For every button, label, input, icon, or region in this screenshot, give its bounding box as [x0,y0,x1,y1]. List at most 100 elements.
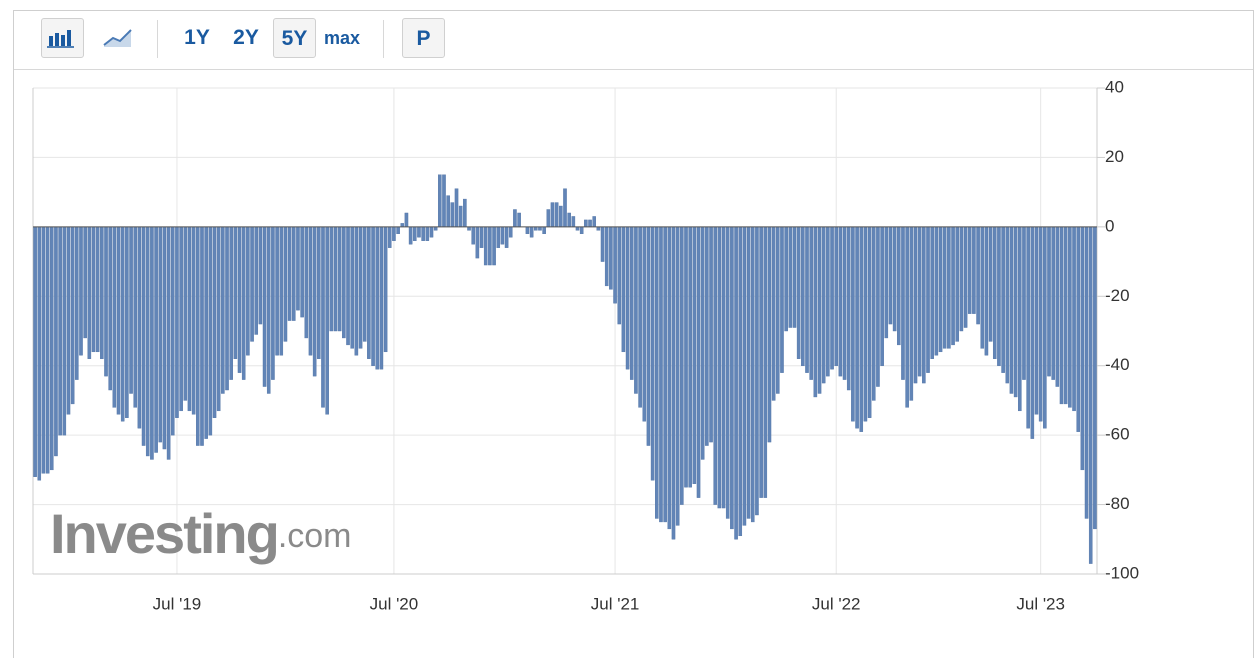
bar [922,226,926,384]
bar-chart-button[interactable] [41,18,84,58]
bar [675,226,680,526]
bar [1072,226,1076,412]
bar [266,226,271,394]
bar [312,226,317,377]
bar [671,226,676,540]
range-button[interactable]: 2Y [233,26,259,49]
bar [684,226,688,488]
bar [1084,226,1089,519]
line-chart-button[interactable] [99,18,142,58]
bar [988,226,993,342]
bar [1009,226,1014,394]
bar [696,226,701,498]
bar [166,226,171,460]
range-button[interactable]: 1Y [184,26,210,49]
bar [508,226,513,238]
bar [721,226,726,509]
bar [150,226,154,460]
bar [246,226,250,356]
bar [275,226,279,356]
bar [162,226,167,450]
x-tick-label: Jul '22 [812,594,861,613]
bar [575,226,580,231]
bar [62,226,67,436]
bar [408,226,413,245]
bar [913,226,918,384]
y-tick-label: -80 [1105,494,1130,513]
bar [592,216,596,228]
y-tick-label: -40 [1105,355,1130,374]
bar [421,226,425,241]
bar [116,226,121,415]
bar [337,226,342,332]
bar [705,226,709,446]
bar [1018,226,1022,412]
bar [404,212,409,228]
bar [221,226,225,394]
bar [588,219,592,228]
bar [529,226,534,238]
bar [492,226,496,266]
bar [755,226,759,516]
bar [433,226,438,231]
widget-frame: 1Y 2Y 5Y max P [13,10,1254,658]
bar [358,226,363,349]
bar [579,226,584,235]
bar [283,226,288,342]
bar [1030,226,1035,439]
bar [321,226,325,408]
bar [876,226,880,387]
bar [1055,226,1060,387]
bar [191,226,196,415]
watermark-suffix: .com [278,517,352,555]
bar [37,226,42,481]
bar [934,226,939,356]
bar [859,226,864,432]
bar [225,226,229,391]
bar [1080,226,1085,471]
bar [734,226,738,540]
bar [1063,226,1068,405]
bar [196,226,200,446]
x-tick-label: Jul '23 [1016,594,1065,613]
bar [170,226,175,436]
bar [317,226,321,359]
bar [75,226,79,380]
bar [458,205,463,228]
bar [951,226,955,346]
bar [212,226,217,418]
bar [617,226,622,325]
bar [1047,226,1051,377]
bar [634,226,638,394]
x-tick-label: Jul '21 [591,594,640,613]
bar [479,226,484,248]
y-tick-label: 0 [1105,216,1114,235]
bar [604,226,609,287]
bar [855,226,859,429]
range-button[interactable]: 5Y [273,18,316,58]
bar [1068,226,1072,408]
bar [792,226,797,328]
bar [763,226,768,498]
bar [279,226,284,356]
y-tick-label: 40 [1105,77,1124,96]
bar [104,226,108,377]
watermark-brand: Investing [50,502,278,565]
bar [659,226,663,523]
bar [738,226,743,537]
bar [650,226,655,481]
bar [300,226,304,318]
bar [229,226,233,380]
bar [45,226,50,474]
bar [888,226,893,325]
range-button[interactable]: max [323,28,361,48]
bar [846,226,851,391]
y-tick-label: 20 [1105,147,1124,166]
x-tick-label: Jul '20 [370,594,419,613]
price-button[interactable]: P [402,18,445,58]
bar [296,226,300,311]
bar [325,226,329,415]
bar [700,226,705,460]
bar [600,226,605,262]
bar [525,226,530,235]
